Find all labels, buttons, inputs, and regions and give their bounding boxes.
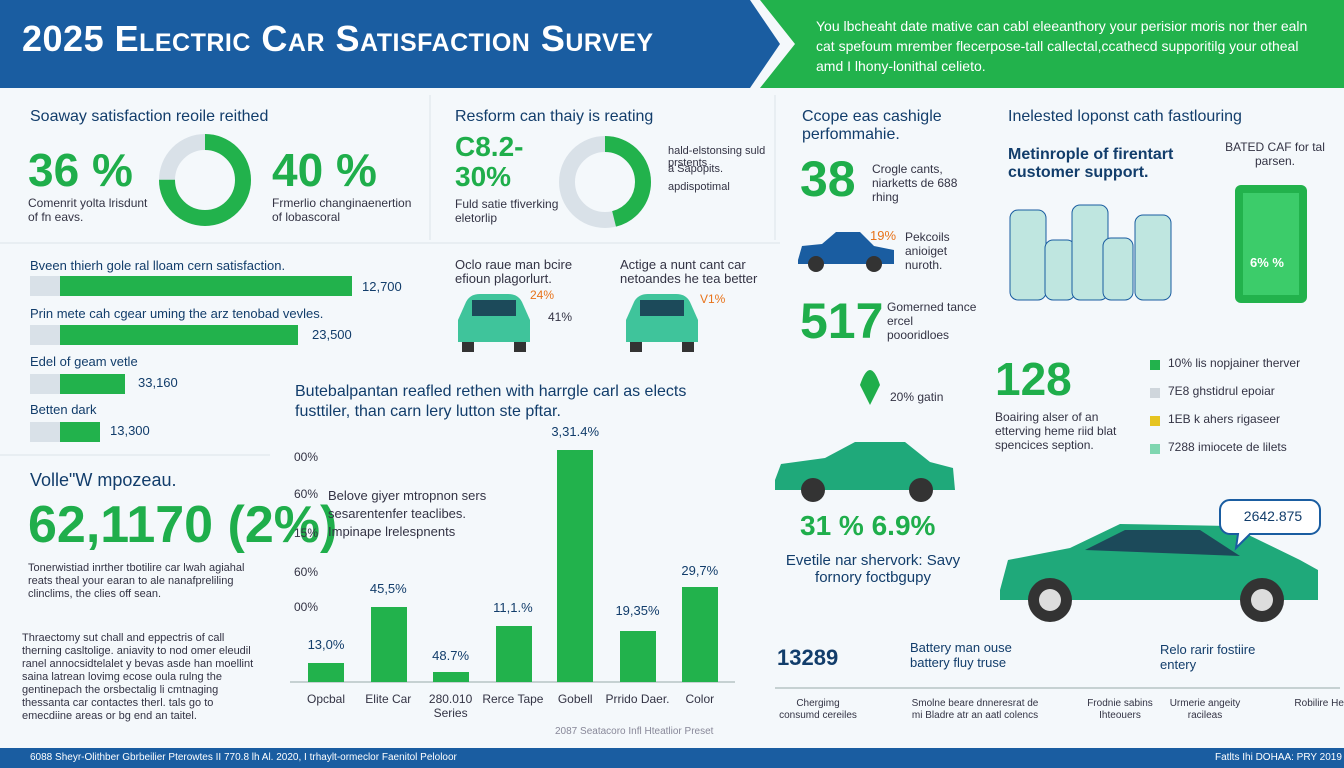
paragraph: Thraectomy sut chall and eppectris of ca… bbox=[22, 632, 254, 722]
axis-label: 60% bbox=[294, 565, 319, 579]
text: Actige a nunt cant car netoandes he tea … bbox=[620, 257, 758, 286]
item: Battery man ouse battery fluy truse bbox=[910, 640, 1012, 670]
caption: Gomerned tance ercel poooridloes bbox=[887, 300, 977, 342]
stat: 40 % bbox=[272, 144, 377, 196]
text: Oclo raue man bcire efioun plagorlurt. bbox=[455, 257, 573, 286]
caption: Chergimg consumd cereiles bbox=[779, 698, 857, 721]
title: 2025 Electric Car Satisfaction Survey bbox=[22, 18, 654, 59]
stat: 517 bbox=[800, 293, 884, 349]
stat: C8.2-30% bbox=[455, 131, 524, 192]
caption: Smolne beare dnneresrat de mi Bladre atr… bbox=[911, 698, 1039, 721]
caption: Robilire Hetione bbox=[1294, 698, 1344, 709]
heading: Soaway satisfaction reoile reithed bbox=[30, 108, 269, 125]
legend-swatch bbox=[1150, 360, 1160, 370]
heading: Ccope eas cashigle perfommahie. bbox=[802, 108, 942, 143]
badge: V1% bbox=[700, 292, 726, 306]
category-label: Rerce Tape bbox=[482, 692, 544, 706]
side-title: BATED CAF for tal parsen. bbox=[1225, 140, 1325, 168]
legend-swatch bbox=[1150, 444, 1160, 454]
category-label: Opcbal bbox=[306, 692, 346, 706]
legend-item: 7288 imiocete de lilets bbox=[1168, 440, 1287, 454]
legend-item: hald-elstonsing suld prstents bbox=[668, 145, 766, 169]
caption: Pekcoils anioiget nuroth. bbox=[905, 230, 950, 272]
caption: Evetile nar shervork: Savy fornory foctb… bbox=[785, 552, 961, 586]
axis-label: 60% bbox=[294, 487, 319, 501]
caption: Crogle cants, niarketts de 688 rhing bbox=[872, 162, 958, 204]
bar-value: 13,300 bbox=[110, 423, 150, 438]
value-label: 29,7% bbox=[681, 563, 719, 578]
caption: Frmerlio changinaenertion of lobascoral bbox=[272, 196, 412, 224]
caption: Tonerwistiad inrther tbotilire car lwah … bbox=[28, 562, 245, 600]
heading: Resform can thaiy is reating bbox=[455, 108, 654, 125]
value-label: 48.7% bbox=[432, 648, 470, 663]
battery: 6% % bbox=[1250, 255, 1284, 270]
caption: Boairing alser of an etterving heme riid… bbox=[995, 410, 1117, 452]
legend-swatch bbox=[1150, 416, 1160, 426]
heading: Inelested loponst cath fastlouring bbox=[1008, 108, 1242, 125]
stat: 62,1170 (2%) bbox=[28, 496, 338, 554]
heading: Volle"W mpozeau. bbox=[30, 470, 177, 490]
bar-label: Prin mete cah cgear uming the arz tenoba… bbox=[30, 306, 324, 321]
footer: Fatlts Ihi DOHAA: PRY 2019 bbox=[1215, 752, 1342, 763]
legend-item: apdispotimal bbox=[668, 181, 730, 193]
category-label: Gobell bbox=[557, 692, 593, 706]
category-label: Prrido Daer. bbox=[605, 692, 670, 706]
intro: You lbcheaht date mative can cabl eleean… bbox=[816, 18, 1308, 74]
bar-value: 33,160 bbox=[138, 375, 178, 390]
bubble: 2642.875 bbox=[1243, 508, 1303, 524]
axis-label: 00% bbox=[294, 450, 319, 464]
axis-label: 15% bbox=[294, 526, 319, 540]
legend-item: 10% lis nopjainer therver bbox=[1168, 356, 1301, 370]
axis-label: 00% bbox=[294, 600, 319, 614]
value-label: 13,0% bbox=[307, 637, 345, 652]
value-label: 11,1.% bbox=[493, 600, 533, 615]
bar-value: 23,500 bbox=[312, 327, 352, 342]
chart-title: Butebalpantan reafled rethen with harrgl… bbox=[295, 383, 687, 420]
stat: 128 bbox=[995, 353, 1072, 405]
value-label: 19,35% bbox=[615, 603, 660, 618]
bar-label: Bveen thierh gole ral lloam cern satisfa… bbox=[30, 258, 286, 273]
item: Relo rarir fostiire entery bbox=[1160, 642, 1256, 672]
value-label: 3,31.4% bbox=[551, 424, 600, 439]
card: Metinrople of firentart customer support… bbox=[1008, 146, 1174, 181]
caption: Fuld satie tfiverking eletorlip bbox=[455, 197, 559, 225]
stat: 31 % 6.9% bbox=[800, 510, 936, 541]
category-label: Elite Car bbox=[365, 692, 412, 706]
bar-label: Betten dark bbox=[30, 402, 97, 417]
category-label: 280.010 Series bbox=[428, 692, 473, 720]
badge: 24% bbox=[530, 288, 555, 302]
badge: 41% bbox=[548, 310, 573, 324]
value-label: 45,5% bbox=[369, 581, 407, 596]
category-label: Color bbox=[685, 692, 715, 706]
badge: 20% gatin bbox=[890, 390, 944, 404]
bar-label: Edel of geam vetle bbox=[30, 354, 138, 369]
badge: 19% bbox=[870, 228, 897, 243]
footer: 6088 Sheyr-Olithber Gbrbeilier Pterowtes… bbox=[30, 752, 457, 763]
caption: Comenrit yolta lrisdunt of fn eavs. bbox=[28, 196, 148, 224]
legend-item: 1EB k ahers rigaseer bbox=[1168, 412, 1281, 426]
bar-value: 12,700 bbox=[362, 279, 402, 294]
source: 2087 Seatacoro Infl Hteatlior Preset bbox=[555, 726, 714, 737]
note: Impinape lrelespnents bbox=[328, 524, 456, 539]
caption: Urmerie angeity racileas bbox=[1169, 698, 1241, 721]
stat: 36 % bbox=[28, 144, 133, 196]
legend-item: 7E8 ghstidrul epoiar bbox=[1168, 384, 1275, 398]
stat: 13289 bbox=[777, 645, 839, 670]
stat: 38 bbox=[800, 151, 856, 207]
note: sesarentenfer teaclibes. bbox=[328, 506, 467, 521]
legend-swatch bbox=[1150, 388, 1160, 398]
caption: Frodnie sabins Ihteouers bbox=[1087, 698, 1153, 721]
legend-item: a Sapopits. bbox=[668, 163, 724, 175]
note: Belove giyer mtropnon sers bbox=[328, 488, 487, 503]
